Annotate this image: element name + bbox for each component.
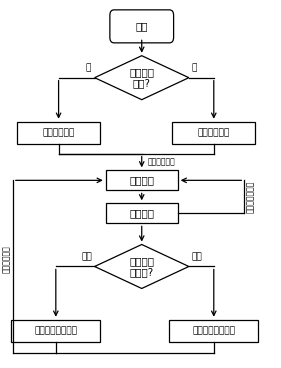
Text: 下行: 下行 [192, 252, 202, 261]
Bar [106, 203, 178, 223]
Text: 电梯停止后继续下: 电梯停止后继续下 [192, 326, 235, 335]
Text: 接收呼叫信号: 接收呼叫信号 [3, 245, 12, 273]
Text: 电梯运行: 电梯运行 [129, 175, 154, 185]
FancyBboxPatch shape [110, 10, 174, 43]
Bar [12, 320, 100, 342]
Text: 检测停车
前信号?: 检测停车 前信号? [129, 256, 154, 277]
Text: 上行: 上行 [81, 252, 92, 261]
Text: 下降到一层停: 下降到一层停 [198, 128, 230, 137]
Bar [106, 170, 178, 190]
Text: 否: 否 [192, 63, 197, 72]
Text: 是: 是 [85, 63, 90, 72]
Bar [172, 122, 255, 144]
Text: 电梯停止: 电梯停止 [129, 208, 154, 218]
Bar [169, 320, 258, 342]
Polygon shape [95, 56, 189, 100]
Bar [17, 122, 100, 144]
Text: 接收到平层信号: 接收到平层信号 [246, 181, 255, 213]
Text: 等待呼叫信号: 等待呼叫信号 [42, 128, 75, 137]
Text: 是否停在
楼层?: 是否停在 楼层? [129, 67, 154, 88]
Polygon shape [95, 244, 189, 289]
Text: 启动: 启动 [135, 21, 148, 31]
Text: 电梯停止后继续上: 电梯停止后继续上 [34, 326, 77, 335]
Text: 接收呼叫信号: 接收呼叫信号 [147, 158, 175, 166]
